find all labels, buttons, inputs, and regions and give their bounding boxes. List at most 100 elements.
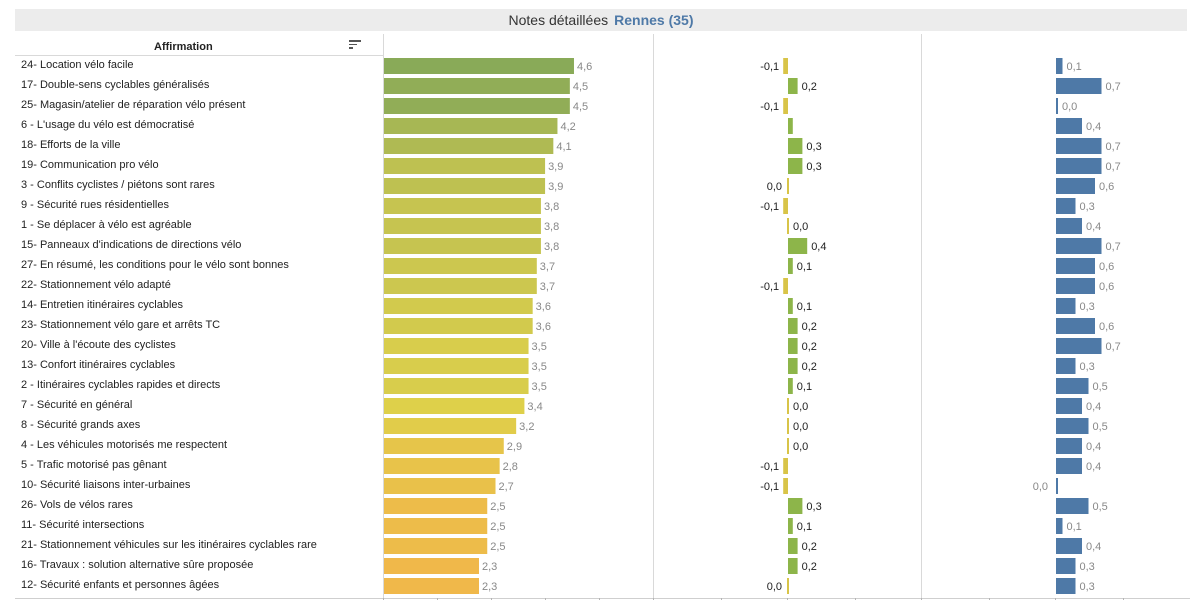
- score-label: 4,1: [556, 141, 571, 153]
- change-bar: [1056, 138, 1102, 154]
- change-label: 0,3: [1080, 301, 1095, 313]
- delta-bar: [788, 238, 808, 254]
- delta-bar: [788, 518, 793, 534]
- score-bar: [384, 78, 570, 94]
- delta-bar: [783, 458, 788, 474]
- delta-label: -0,1: [760, 461, 779, 473]
- score-bar: [384, 178, 546, 194]
- delta-bar: [788, 318, 798, 334]
- chart-area: Affirmation 4,6 -0,1 0,1 4,5 0,2 0,7 4,5 -0,1 0,…: [15, 34, 1190, 600]
- score-bar: [384, 538, 488, 554]
- change-label: 0,5: [1093, 381, 1108, 393]
- change-label: 0,0: [1062, 101, 1077, 113]
- score-label: 2,7: [499, 481, 514, 493]
- change-label: 0,4: [1086, 541, 1101, 553]
- city-name: Rennes (35): [614, 12, 694, 28]
- score-label: 2,3: [482, 581, 497, 593]
- row-label: 9 - Sécurité rues résidentielles: [21, 199, 169, 211]
- score-bar: [384, 558, 479, 574]
- score-bar: [384, 438, 504, 454]
- row-label: 23- Stationnement vélo gare et arrêts TC: [21, 319, 221, 331]
- change-bar: [1056, 558, 1076, 574]
- row-label: 27- En résumé, les conditions pour le vé…: [21, 259, 289, 271]
- delta-bar: [788, 538, 798, 554]
- row-label: 24- Location vélo facile: [21, 59, 134, 71]
- sort-icon[interactable]: [349, 40, 361, 50]
- change-bar: [1056, 58, 1063, 74]
- delta-label: 0,3: [806, 161, 821, 173]
- delta-bar: [788, 138, 803, 154]
- delta-bar: [787, 578, 789, 594]
- change-label: 0,3: [1080, 361, 1095, 373]
- delta-label: -0,1: [760, 101, 779, 113]
- row-label: 25- Magasin/atelier de réparation vélo p…: [21, 99, 246, 111]
- delta-label: -0,1: [760, 281, 779, 293]
- score-label: 3,6: [536, 321, 551, 333]
- score-bar: [384, 298, 533, 314]
- change-label: 0,3: [1080, 561, 1095, 573]
- score-bar: [384, 258, 537, 274]
- row-label: 6 - L'usage du vélo est démocratisé: [21, 119, 195, 131]
- delta-label: 0,2: [802, 81, 817, 93]
- change-label: 0,0: [1033, 481, 1048, 493]
- change-label: 0,6: [1099, 321, 1114, 333]
- change-label: 0,6: [1099, 261, 1114, 273]
- score-label: 2,5: [490, 501, 505, 513]
- delta-bar: [787, 438, 789, 454]
- row-label: 22- Stationnement vélo adapté: [21, 279, 171, 291]
- score-label: 3,9: [548, 181, 563, 193]
- delta-bar: [788, 258, 793, 274]
- delta-label: 0,0: [767, 181, 782, 193]
- score-label: 2,9: [507, 441, 522, 453]
- score-bar: [384, 318, 533, 334]
- change-bar: [1056, 378, 1089, 394]
- score-label: 3,8: [544, 221, 559, 233]
- score-label: 3,8: [544, 241, 559, 253]
- change-bar: [1056, 418, 1089, 434]
- row-label: 11- Sécurité intersections: [21, 519, 145, 531]
- row-header: Affirmation: [15, 34, 383, 56]
- delta-label: -0,1: [760, 61, 779, 73]
- score-bar: [384, 458, 500, 474]
- score-bar: [384, 118, 558, 134]
- score-bar: [384, 518, 488, 534]
- row-label: 5 - Trafic motorisé pas gênant: [21, 459, 167, 471]
- change-bar: [1056, 298, 1076, 314]
- change-label: 0,4: [1086, 441, 1101, 453]
- score-bar: [384, 398, 525, 414]
- change-label: 0,7: [1106, 81, 1121, 93]
- column-header-label: Affirmation: [154, 41, 213, 53]
- row-label: 26- Vols de vélos rares: [21, 499, 133, 511]
- row-label: 4 - Les véhicules motorisés me respecten…: [21, 439, 228, 451]
- delta-bar: [783, 278, 788, 294]
- change-bar: [1056, 278, 1095, 294]
- delta-label: 0,1: [797, 521, 812, 533]
- row-label: 2 - Itinéraires cyclables rapides et dir…: [21, 379, 221, 391]
- delta-bar: [787, 218, 789, 234]
- score-label: 2,5: [490, 541, 505, 553]
- row-label: 3 - Conflits cyclistes / piétons sont ra…: [21, 179, 215, 191]
- row-label: 1 - Se déplacer à vélo est agréable: [21, 219, 192, 231]
- change-bar: [1056, 118, 1082, 134]
- delta-label: 0,4: [811, 241, 826, 253]
- change-bar: [1056, 438, 1082, 454]
- delta-label: 0,3: [806, 501, 821, 513]
- row-label: 12- Sécurité enfants et personnes âgées: [21, 579, 220, 591]
- change-label: 0,7: [1106, 341, 1121, 353]
- change-label: 0,1: [1067, 61, 1082, 73]
- delta-label: 0,0: [793, 421, 808, 433]
- change-bar: [1056, 178, 1095, 194]
- change-label: 0,4: [1086, 221, 1101, 233]
- delta-label: 0,2: [802, 341, 817, 353]
- score-bar: [384, 198, 541, 214]
- score-bar: [384, 158, 546, 174]
- change-bar: [1056, 158, 1102, 174]
- delta-label: 0,0: [793, 221, 808, 233]
- score-label: 2,8: [503, 461, 518, 473]
- delta-label: 0,1: [797, 261, 812, 273]
- score-bar: [384, 358, 529, 374]
- row-label: 19- Communication pro vélo: [21, 159, 159, 171]
- delta-bar: [788, 558, 798, 574]
- row-label: 7 - Sécurité en général: [21, 399, 133, 411]
- row-label: 13- Confort itinéraires cyclables: [21, 359, 176, 371]
